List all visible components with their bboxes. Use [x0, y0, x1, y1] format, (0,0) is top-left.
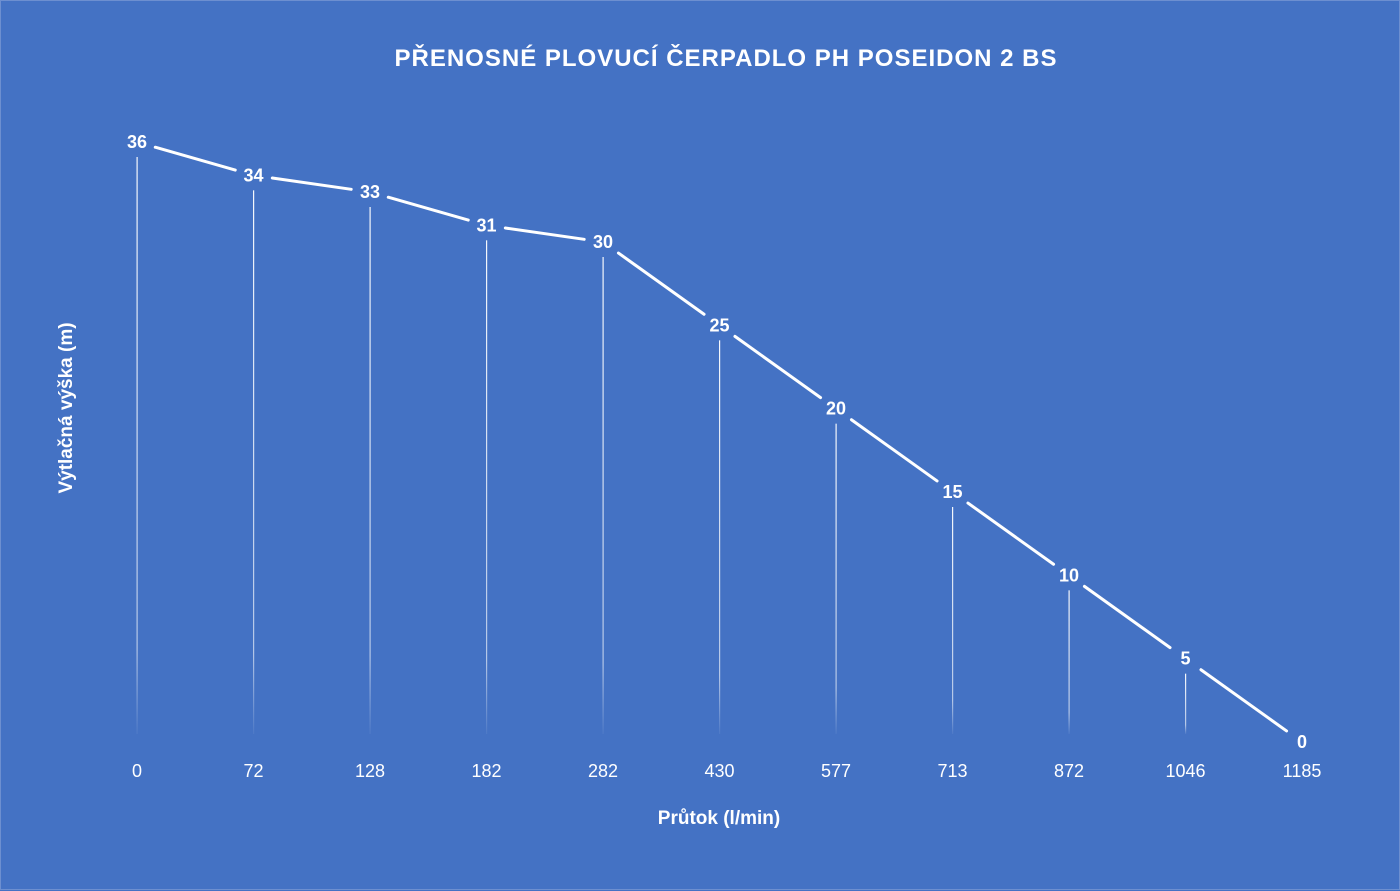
series-line-segment [733, 334, 823, 400]
x-tick-labels: 0 72 128 182 282 430 577 713 872 1046 1185 [132, 761, 1321, 781]
series-line [153, 145, 1289, 733]
data-label: 30 [593, 232, 613, 252]
data-label: 15 [942, 482, 962, 502]
x-tick-label: 1185 [1283, 761, 1322, 781]
drop-line [136, 157, 138, 734]
data-label: 10 [1059, 565, 1079, 585]
x-tick-label: 182 [471, 761, 501, 781]
x-tick-label: 72 [243, 761, 263, 781]
series-line-segment [270, 176, 353, 191]
drop-line [1185, 673, 1187, 734]
series-line-segment [503, 226, 586, 241]
drop-line [1068, 590, 1070, 734]
drop-lines [136, 157, 1187, 735]
series-line-segment [966, 501, 1056, 566]
drop-line [835, 423, 837, 734]
data-labels: 36 34 33 31 30 25 20 15 10 5 0 [127, 132, 1307, 752]
series-line-segment [1082, 584, 1172, 650]
data-label: 34 [243, 165, 263, 185]
series-line-segment [153, 145, 237, 172]
x-tick-label: 1046 [1165, 761, 1205, 781]
data-label: 5 [1180, 649, 1190, 669]
chart-title: PŘENOSNÉ PLOVUCÍ ČERPADLO PH POSEIDON 2 … [394, 45, 1058, 72]
drop-line [602, 257, 604, 734]
x-tick-label: 128 [355, 761, 385, 781]
drop-line [369, 207, 371, 734]
x-tick-label: 872 [1054, 761, 1084, 781]
drop-line [253, 190, 255, 735]
drop-line [719, 340, 721, 734]
drop-line [952, 507, 954, 734]
x-axis-label: Průtok (l/min) [657, 808, 781, 829]
x-tick-label: 282 [588, 761, 618, 781]
data-label: 33 [360, 182, 380, 202]
series-line-segment [849, 418, 939, 483]
data-label: 25 [709, 315, 729, 335]
series-line-segment [1199, 668, 1289, 733]
x-tick-label: 430 [704, 761, 734, 781]
series-line-segment [386, 195, 470, 222]
x-tick-label: 0 [132, 761, 142, 781]
x-tick-label: 713 [937, 761, 967, 781]
x-tick-label: 577 [821, 761, 851, 781]
data-label: 31 [476, 215, 496, 235]
data-label: 20 [826, 399, 846, 419]
data-label: 0 [1297, 732, 1307, 752]
drop-line [486, 240, 488, 735]
series-line-segment [616, 251, 706, 316]
data-label: 36 [127, 132, 147, 152]
